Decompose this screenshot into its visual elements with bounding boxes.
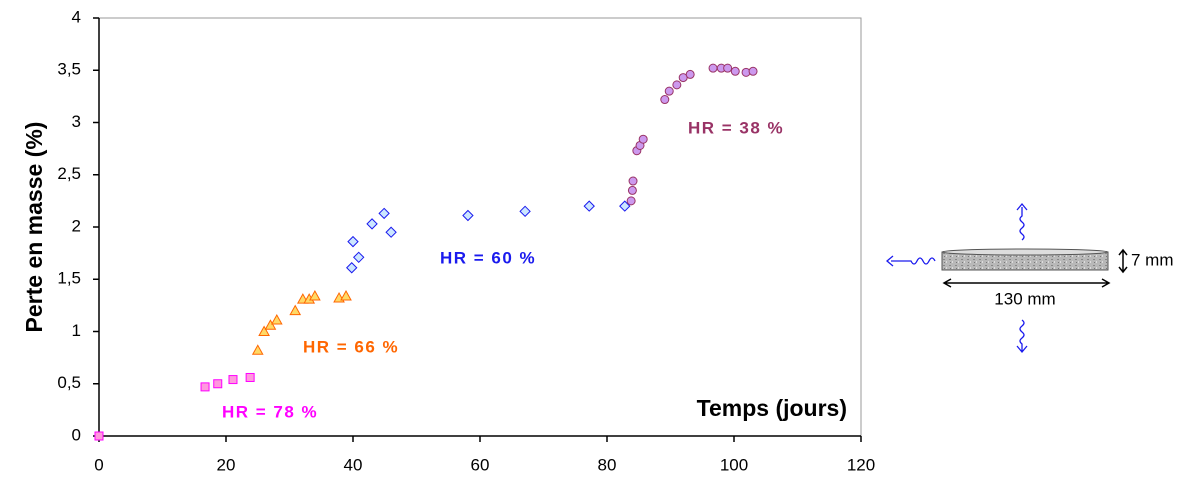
y-tick-label: 1 <box>72 321 81 340</box>
data-point <box>708 63 718 73</box>
y-tick-label: 3 <box>72 112 81 131</box>
data-point <box>462 209 474 222</box>
series-label: HR = 60 % <box>440 248 536 267</box>
data-point <box>270 313 283 325</box>
x-tick-label: 80 <box>598 455 617 474</box>
y-tick-label: 4 <box>72 7 81 26</box>
y-axis-title: Perte en masse (%) <box>21 122 47 333</box>
x-tick-label: 60 <box>471 455 490 474</box>
data-point <box>251 344 264 355</box>
series-label: HR = 78 % <box>222 402 318 421</box>
x-tick-label: 40 <box>344 455 363 474</box>
data-point <box>619 200 631 212</box>
thickness-label: 7 mm <box>1131 250 1174 269</box>
data-point <box>289 304 302 316</box>
data-point <box>626 196 636 206</box>
data-point <box>638 134 648 144</box>
data-point <box>213 379 223 389</box>
x-axis-title: Temps (jours) <box>697 395 847 421</box>
data-point <box>385 226 397 238</box>
data-point <box>258 325 270 336</box>
data-point <box>346 262 358 274</box>
data-point <box>723 63 733 73</box>
y-tick-label: 2,5 <box>57 164 81 183</box>
y-tick-label: 2 <box>72 216 81 235</box>
data-point <box>672 80 682 90</box>
data-point <box>628 176 638 186</box>
data-point <box>309 289 321 301</box>
y-tick-label: 1,5 <box>57 269 81 288</box>
y-tick-label: 0 <box>72 425 81 444</box>
y-tick-label: 0,5 <box>57 373 81 392</box>
x-tick-label: 0 <box>94 455 103 474</box>
data-point <box>94 431 104 441</box>
data-point <box>264 319 277 330</box>
data-point <box>664 86 674 96</box>
data-point <box>685 69 695 79</box>
data-point <box>245 372 255 382</box>
data-point <box>748 66 758 76</box>
series-label: HR = 66 % <box>303 337 399 356</box>
data-point <box>200 382 210 392</box>
plot-area <box>98 17 862 437</box>
data-point <box>353 251 365 264</box>
x-tick-label: 20 <box>217 455 236 474</box>
data-point <box>347 235 359 248</box>
series-label: HR = 38 % <box>688 118 784 137</box>
data-point <box>627 185 637 195</box>
data-point <box>366 218 378 230</box>
data-point <box>583 200 595 212</box>
data-point <box>378 207 390 220</box>
data-point <box>519 205 531 218</box>
specimen-diagram: 7 mm 130 mm <box>885 202 1174 354</box>
y-tick-label: 3,5 <box>57 60 81 79</box>
x-tick-label: 120 <box>847 455 875 474</box>
data-point <box>228 375 238 385</box>
data-point <box>340 289 352 301</box>
x-tick-label: 100 <box>720 455 748 474</box>
data-point <box>730 66 740 76</box>
diameter-label: 130 mm <box>994 289 1055 308</box>
data-point <box>660 95 670 105</box>
